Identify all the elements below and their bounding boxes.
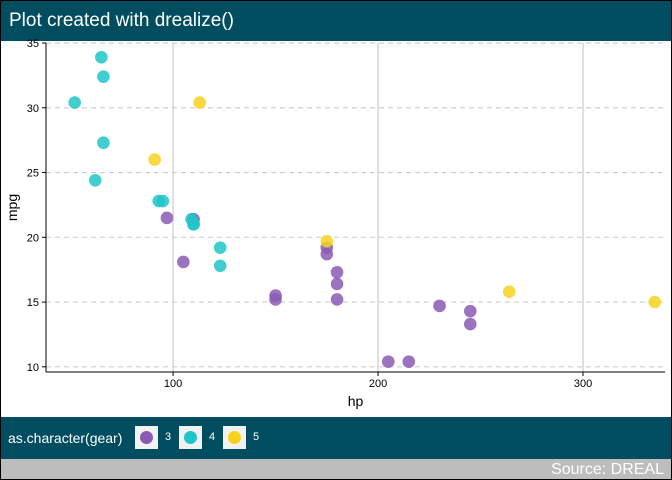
x-tick-label: 200	[369, 378, 387, 390]
x-tick-label: 300	[574, 378, 592, 390]
data-point-gear-4	[95, 50, 108, 64]
y-tick-label: 10	[27, 362, 39, 374]
y-tick-label: 20	[27, 232, 39, 244]
legend-title: as.character(gear)	[8, 430, 123, 446]
y-axis-title: mpg	[4, 194, 20, 221]
legend-bar: as.character(gear) 3 4 5	[1, 417, 671, 459]
page-title: Plot created with drealize()	[9, 10, 234, 31]
y-tick-label: 25	[27, 168, 39, 180]
source-caption: Source: DREAL	[551, 461, 664, 478]
data-point-gear-4	[213, 259, 227, 273]
data-point-gear-3	[381, 355, 395, 368]
y-tick-label: 30	[27, 103, 39, 115]
data-point-gear-4	[97, 70, 110, 83]
legend-label: 3	[165, 431, 172, 443]
data-point-gear-4	[68, 96, 81, 109]
x-axis-title: hp	[348, 393, 364, 409]
data-point-gear-3	[330, 293, 344, 306]
legend-key	[179, 426, 202, 449]
data-point-gear-4	[156, 194, 170, 208]
legend-swatch-icon	[184, 431, 197, 444]
title-bar: Plot created with drealize()	[1, 1, 671, 41]
x-tick-label: 100	[164, 378, 182, 390]
data-point-gear-3	[402, 355, 416, 368]
y-tick-label: 15	[27, 297, 39, 309]
data-point-gear-3	[269, 293, 282, 306]
source-bar: Source: DREAL	[1, 459, 671, 479]
data-point-gear-4	[213, 241, 227, 254]
data-point-gear-3	[160, 211, 174, 225]
legend-label: 4	[209, 431, 216, 443]
legend-label: 5	[253, 431, 260, 443]
y-tick-label: 35	[27, 38, 39, 50]
data-point-gear-5	[148, 153, 161, 166]
data-point-gear-3	[177, 255, 190, 269]
data-point-gear-4	[185, 212, 198, 226]
data-point-gear-5	[193, 96, 207, 109]
legend-swatch-icon	[140, 431, 153, 444]
data-point-gear-3	[463, 317, 477, 331]
data-point-gear-5	[648, 295, 662, 309]
legend-swatch-icon	[228, 431, 241, 444]
data-point-gear-5	[502, 285, 516, 298]
data-point-gear-3	[330, 265, 344, 279]
data-point-gear-3	[463, 304, 477, 318]
data-point-gear-4	[88, 173, 102, 187]
legend-key	[223, 426, 246, 449]
data-point-gear-4	[97, 136, 110, 150]
data-point-gear-3	[330, 277, 344, 291]
data-point-gear-3	[433, 299, 446, 313]
legend-key	[135, 426, 158, 449]
data-point-gear-5	[320, 234, 334, 248]
